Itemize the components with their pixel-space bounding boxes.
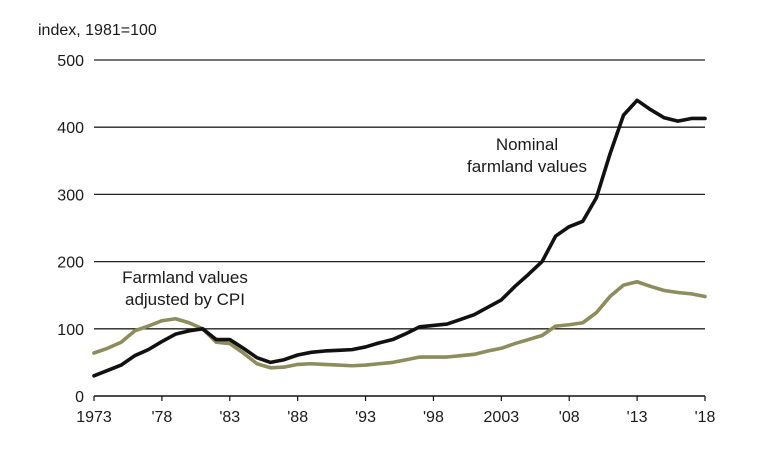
y-tick-label: 400 bbox=[57, 120, 84, 137]
y-axis-ticks: 0 100 200 300 400 500 bbox=[57, 53, 84, 406]
x-tick-label: 2003 bbox=[484, 409, 520, 426]
gridlines bbox=[94, 59, 705, 330]
nominal-series-label: Nominal farmland values bbox=[467, 135, 587, 176]
y-tick-label: 200 bbox=[57, 255, 84, 272]
nominal-line bbox=[92, 98, 707, 378]
series-lines bbox=[92, 98, 707, 378]
y-tick-label: 500 bbox=[57, 53, 84, 70]
x-tick-label: '83 bbox=[219, 409, 240, 426]
x-tick-label: '13 bbox=[627, 409, 648, 426]
unit-label: index, 1981=100 bbox=[38, 22, 157, 39]
x-tick-label: '93 bbox=[355, 409, 376, 426]
x-tick-label: 1973 bbox=[76, 409, 112, 426]
y-tick-label: 300 bbox=[57, 187, 84, 204]
x-tick-label: '98 bbox=[423, 409, 444, 426]
series-labels: Nominal farmland values Farmland values adj… bbox=[122, 135, 587, 309]
x-tick-label: '18 bbox=[695, 409, 716, 426]
x-tick-label: '88 bbox=[287, 409, 308, 426]
x-tick-label: '78 bbox=[151, 409, 172, 426]
cpi-adjusted-line bbox=[92, 279, 707, 370]
x-axis: 1973 '78 '83 '88 '93 '98 2003 '08 '13 '18 bbox=[76, 395, 716, 426]
y-tick-label: 100 bbox=[57, 322, 84, 339]
x-tick-label: '08 bbox=[559, 409, 580, 426]
y-tick-label: 0 bbox=[75, 389, 84, 406]
cpi-series-label: Farmland values adjusted by CPI bbox=[122, 268, 248, 309]
